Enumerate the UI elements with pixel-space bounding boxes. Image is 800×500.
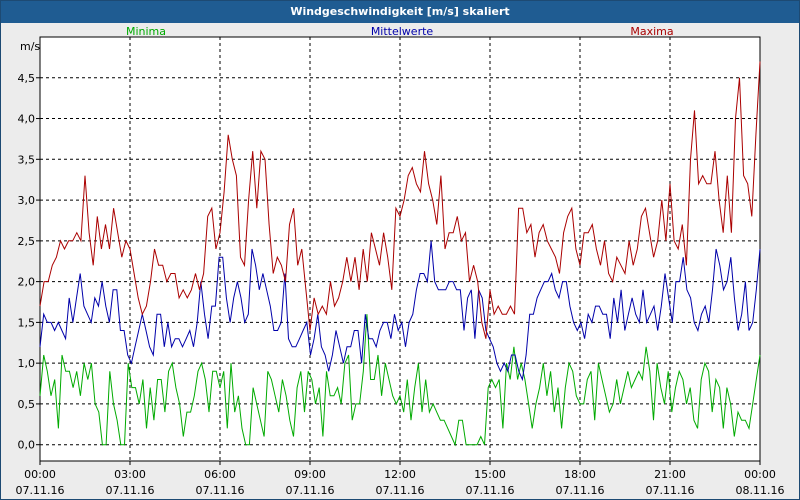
legend-entry-minima: Minima <box>126 25 166 38</box>
axis-labels: 0,0 0,5 1,0 1,5 2,0 2,5 3,0 3,5 4,0 4,5 00:00 07.11… <box>16 40 785 497</box>
series-layer <box>39 61 761 447</box>
y-tick-label: 2,5 <box>18 235 36 248</box>
x-tick-time-label: 03:00 <box>114 468 146 481</box>
x-tick-date-label: 07.11.16 <box>466 484 515 497</box>
x-tick-time-label: 18:00 <box>564 468 596 481</box>
x-tick-time-label: 00:00 <box>744 468 776 481</box>
x-tick-date-label: 07.11.16 <box>646 484 695 497</box>
y-tick-label: 2,0 <box>18 276 36 289</box>
x-tick-date-label: 07.11.16 <box>196 484 245 497</box>
x-tick-time-label: 15:00 <box>474 468 506 481</box>
legend-entry-maxima: Maxima <box>630 25 673 38</box>
x-tick-date-label: 07.11.16 <box>376 484 425 497</box>
x-tick-time-label: 06:00 <box>204 468 236 481</box>
x-tick-time-label: 09:00 <box>294 468 326 481</box>
y-tick-label: 3,5 <box>18 153 36 166</box>
series-line-maxima <box>39 61 761 339</box>
y-tick-label: 1,5 <box>18 316 36 329</box>
x-tick-date-label: 07.11.16 <box>16 484 65 497</box>
y-tick-label: 0,5 <box>18 398 36 411</box>
x-tick-date-label: 07.11.16 <box>106 484 155 497</box>
x-tick-time-label: 00:00 <box>24 468 56 481</box>
y-tick-label: 3,0 <box>18 194 36 207</box>
y-axis-label: m/s <box>20 40 40 53</box>
chart-title: Windgeschwindigkeit [m/s] skaliert <box>1 1 799 23</box>
y-tick-label: 0,0 <box>18 439 36 452</box>
y-tick-label: 4,5 <box>18 72 36 85</box>
legend-entry-mittelwerte: Mittelwerte <box>371 25 434 38</box>
y-tick-label: 4,0 <box>18 113 36 126</box>
y-tick-label: 1,0 <box>18 357 36 370</box>
x-tick-time-label: 21:00 <box>654 468 686 481</box>
series-line-mittelwerte <box>39 240 761 382</box>
x-tick-date-label: 07.11.16 <box>556 484 605 497</box>
x-tick-date-label: 07.11.16 <box>286 484 335 497</box>
legend: Minima Mittelwerte Maxima <box>126 25 674 38</box>
series-line-minima <box>39 314 761 447</box>
x-tick-date-label: 08.11.16 <box>736 484 785 497</box>
gridlines <box>40 37 760 461</box>
x-tick-time-label: 12:00 <box>384 468 416 481</box>
